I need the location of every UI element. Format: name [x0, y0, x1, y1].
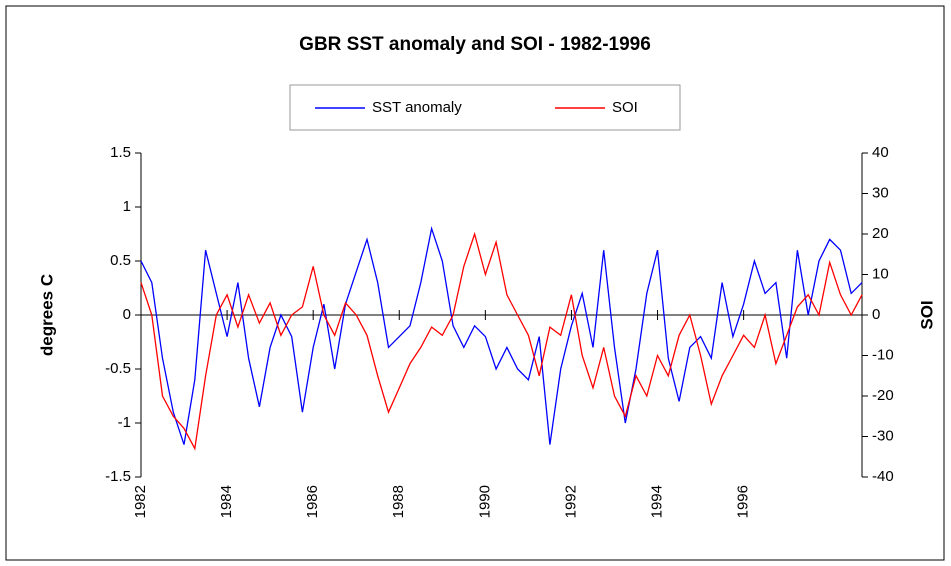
x-tick-label: 1986 [304, 485, 321, 518]
y-tick-label: 0.5 [110, 252, 131, 269]
y-tick-label: -0.5 [105, 360, 131, 377]
y2-tick-label: 40 [872, 144, 889, 161]
chart-title: GBR SST anomaly and SOI - 1982-1996 [299, 34, 651, 55]
x-tick-label: 1982 [132, 485, 149, 518]
series-line [140, 231, 863, 451]
y-axis-label: degrees C [37, 274, 56, 356]
y-tick-label: -1 [118, 414, 131, 431]
x-tick-label: 1992 [562, 485, 579, 518]
x-tick-label: 1994 [649, 485, 666, 518]
y-tick-label: 1 [123, 198, 131, 215]
y2-tick-label: 0 [872, 306, 880, 323]
x-tick-label: 1988 [390, 485, 407, 518]
y2-tick-label: 30 [872, 184, 889, 201]
series-line [140, 226, 863, 445]
y-tick-label: 0 [123, 306, 131, 323]
y-tick-label: 1.5 [110, 144, 131, 161]
y2-axis-label: SOI [917, 300, 936, 329]
y2-tick-label: -20 [872, 387, 894, 404]
y-tick-label: -1.5 [105, 468, 131, 485]
x-tick-label: 1996 [735, 485, 752, 518]
y2-tick-label: 20 [872, 225, 889, 242]
x-tick-label: 1990 [476, 485, 493, 518]
legend-label: SOI [612, 99, 638, 116]
legend-label: SST anomaly [372, 99, 462, 116]
x-tick-label: 1984 [218, 485, 235, 518]
y2-tick-label: -30 [872, 427, 894, 444]
y2-tick-label: -10 [872, 346, 894, 363]
y2-tick-label: 10 [872, 265, 889, 282]
y2-tick-label: -40 [872, 468, 894, 485]
